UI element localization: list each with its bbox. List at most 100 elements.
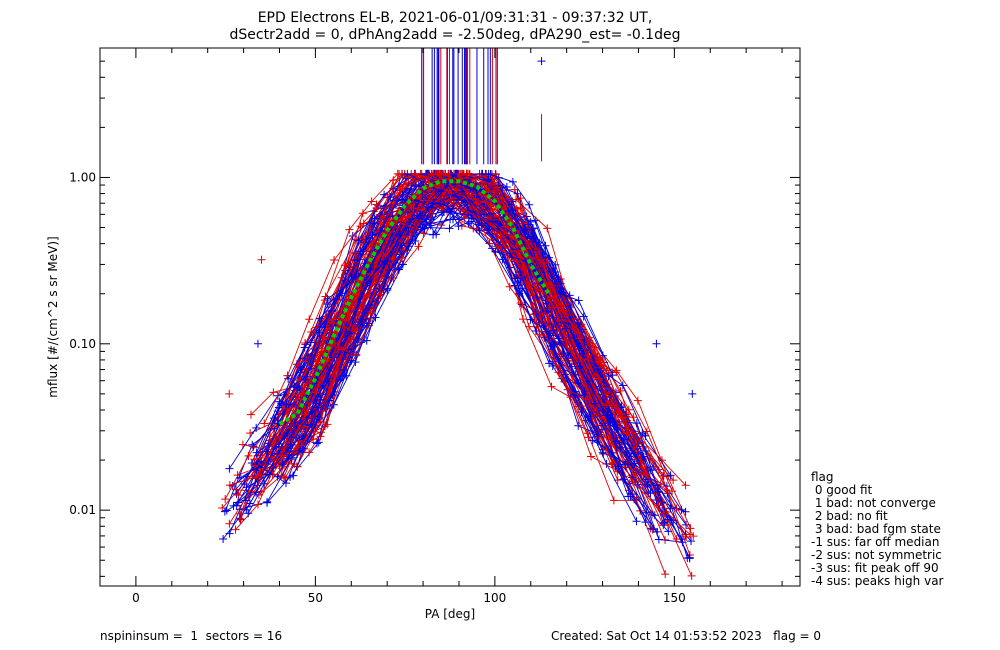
data-point — [225, 519, 234, 528]
data-point — [262, 447, 271, 456]
data-point — [630, 459, 639, 468]
data-point — [311, 388, 320, 397]
data-point — [642, 427, 651, 436]
data-point — [380, 257, 389, 266]
legend-entry: 3 bad: bad fgm state — [811, 522, 941, 536]
data-point — [513, 189, 522, 198]
data-point — [222, 506, 231, 515]
data-point — [580, 390, 589, 399]
data-point — [351, 351, 360, 360]
data-point — [654, 535, 663, 544]
data-point — [419, 229, 428, 238]
data-point — [371, 313, 380, 322]
data-point — [631, 471, 640, 480]
data-point — [329, 400, 338, 409]
data-point — [505, 249, 514, 258]
data-point — [617, 429, 626, 438]
data-point — [234, 491, 243, 500]
data-point — [545, 303, 554, 312]
data-point — [508, 177, 517, 186]
data-point — [669, 476, 678, 485]
data-point — [543, 224, 552, 233]
data-point — [225, 529, 234, 538]
data-point — [549, 326, 558, 335]
data-point — [393, 196, 402, 205]
data-point — [653, 527, 662, 536]
data-point — [340, 366, 349, 375]
chart-title: EPD Electrons EL-B, 2021-06-01/09:31:31 … — [230, 10, 681, 43]
data-point — [666, 471, 675, 480]
data-point — [314, 403, 323, 412]
data-point — [602, 399, 611, 408]
x-tick-label: 150 — [663, 591, 686, 605]
data-point — [225, 464, 234, 473]
data-point — [467, 190, 476, 199]
data-point — [511, 195, 520, 204]
data-point — [283, 428, 292, 437]
data-point — [340, 261, 349, 270]
data-point — [345, 225, 354, 234]
data-point — [586, 412, 595, 421]
data-point — [652, 339, 661, 348]
x-tick-label: 50 — [308, 591, 323, 605]
data-point — [354, 320, 363, 329]
data-point — [354, 236, 363, 245]
data-point — [422, 220, 431, 229]
data-point — [269, 388, 278, 397]
data-point — [612, 425, 621, 434]
data-point — [366, 307, 375, 316]
data-point — [312, 439, 321, 448]
data-point — [490, 178, 499, 187]
data-point — [273, 407, 282, 416]
data-point — [306, 338, 315, 347]
data-point — [516, 268, 525, 277]
data-point — [231, 485, 240, 494]
data-point — [345, 329, 354, 338]
data-point — [356, 222, 365, 231]
data-point — [541, 241, 550, 250]
data-point — [491, 247, 500, 256]
data-point — [457, 187, 466, 196]
data-point — [682, 520, 691, 529]
x-tick-label: 0 — [132, 591, 140, 605]
series-line — [254, 173, 660, 506]
data-point — [281, 479, 290, 488]
data-point — [479, 210, 488, 219]
data-point — [483, 175, 492, 184]
data-point — [277, 451, 286, 460]
data-point — [337, 289, 346, 298]
data-point — [372, 204, 381, 213]
data-point — [305, 448, 314, 457]
data-point — [360, 259, 369, 268]
data-point — [250, 455, 259, 464]
data-point — [632, 419, 641, 428]
data-point — [220, 507, 229, 516]
data-point — [351, 248, 360, 257]
legend-entry: -1 sus: far off median — [811, 535, 939, 549]
data-point — [278, 460, 287, 469]
data-point — [312, 399, 321, 408]
data-point — [516, 204, 525, 213]
data-point — [561, 370, 570, 379]
data-point — [297, 441, 306, 450]
data-point — [633, 396, 642, 405]
data-point — [441, 195, 450, 204]
y-tick-label: 0.01 — [69, 503, 96, 517]
data-point — [628, 477, 637, 486]
series-line — [305, 173, 641, 512]
data-point — [370, 285, 379, 294]
data-point — [396, 186, 405, 195]
data-point — [537, 57, 546, 66]
data-point — [524, 239, 533, 248]
data-point — [687, 571, 696, 580]
data-point — [273, 472, 282, 481]
data-point — [315, 328, 324, 337]
data-point — [289, 471, 298, 480]
data-point — [457, 169, 466, 178]
data-point — [544, 314, 553, 323]
series-line — [229, 173, 608, 486]
data-point — [616, 386, 625, 395]
data-point — [389, 176, 398, 185]
data-point — [225, 389, 234, 398]
